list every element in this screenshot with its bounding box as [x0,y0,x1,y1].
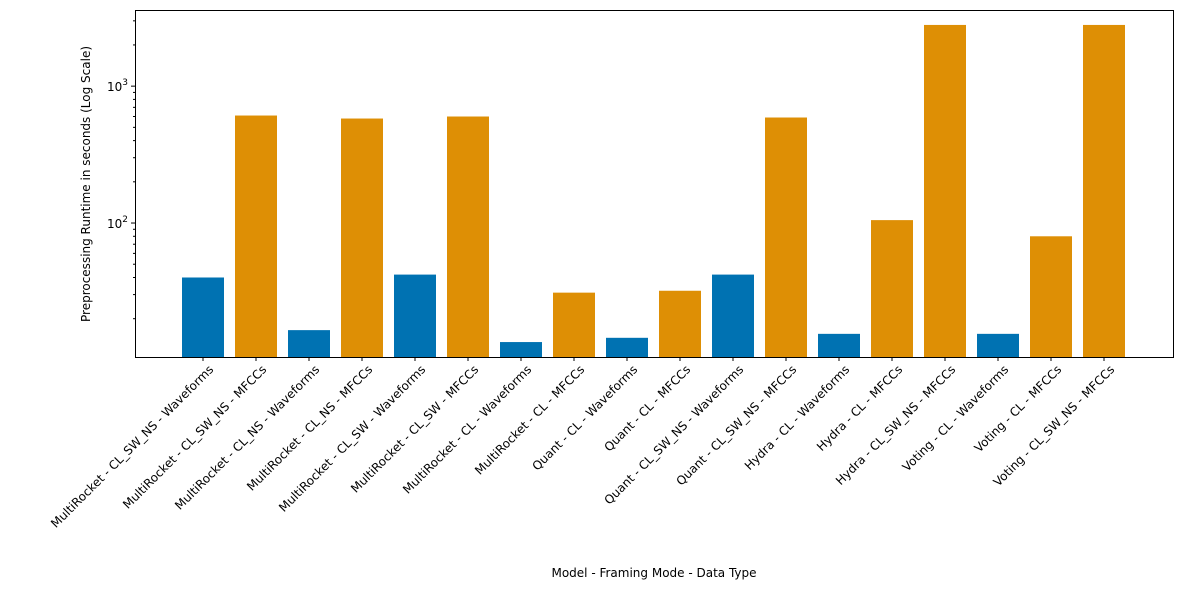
bar [765,117,807,357]
bar [924,24,966,358]
x-axis-ticks: MultiRocket - CL_SW_NS - WaveformsMultiR… [48,357,1117,531]
x-axis-label: Model - Framing Mode - Data Type [551,566,756,580]
bar [500,342,542,357]
bar [1030,236,1072,357]
bar [182,277,224,357]
x-tick-label: MultiRocket - CL - MFCCs [472,362,587,477]
bar [288,330,330,357]
bar [818,333,860,357]
bars-group [182,24,1125,358]
bar [712,274,754,357]
y-axis-label: Preprocessing Runtime in seconds (Log Sc… [79,46,93,322]
bar [659,290,701,357]
bar [394,274,436,357]
y-axis-ticks: 102 103 [107,20,135,320]
y-tick-label: 103 [107,78,128,94]
plot-frame [135,10,1174,358]
x-tick-label: Quant - CL - Waveforms [529,362,640,473]
bar [1083,24,1125,358]
x-tick-label: Voting - CL - Waveforms [900,362,1012,474]
bar [341,118,383,357]
x-tick-label: Voting - CL - MFCCs [972,362,1065,455]
bar [235,115,277,357]
bar [447,116,489,357]
bar [977,333,1019,357]
y-tick-label: 102 [107,215,128,231]
bar [606,337,648,357]
bar [553,292,595,357]
x-tick-label: Quant - CL - MFCCs [601,362,693,454]
x-tick-label: Hydra - CL - Waveforms [742,362,852,472]
bar [871,220,913,357]
